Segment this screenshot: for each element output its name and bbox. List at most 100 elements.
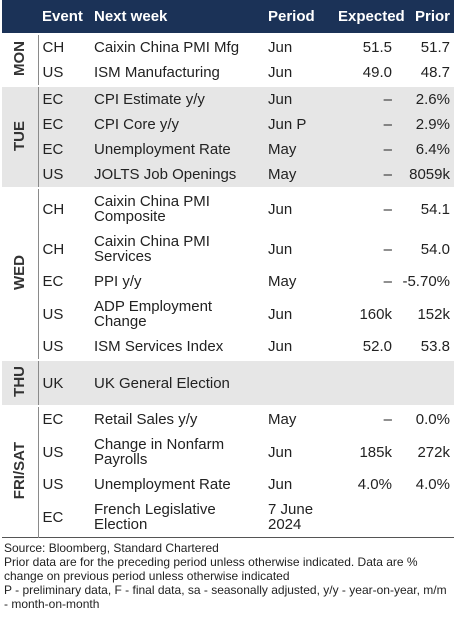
day-cell: MON: [2, 34, 39, 86]
expected: 49.0: [362, 64, 392, 81]
event-name: ISM Services Index: [94, 338, 224, 355]
prior: 4.0%: [415, 476, 450, 493]
period: [264, 360, 334, 406]
prior: 152k: [417, 305, 450, 323]
event-row: TUE EC CPI Estimate y/y Jun –2.6%: [2, 86, 454, 188]
period: Jun: [264, 86, 334, 112]
expected: 4.0%: [357, 476, 392, 493]
calendar-table: Event Next week Period Expected Prior MON CH C…: [2, 0, 454, 538]
period: Jun: [268, 476, 293, 493]
event-row: EC French Legislative Election 7 June 2024: [2, 497, 454, 538]
day-label: WED: [11, 255, 29, 290]
expected: –: [383, 200, 392, 218]
event-name: Caixin China PMI Composite: [94, 193, 210, 225]
header-corner: [2, 0, 38, 34]
region: EC: [42, 273, 64, 290]
event-header: Event: [38, 0, 90, 34]
prior: 2.9%: [396, 112, 454, 137]
day-cell: THU: [2, 360, 39, 406]
name-header: Next week: [90, 0, 264, 34]
event-name: French Legislative Election: [94, 501, 216, 533]
prior: 54.1: [420, 200, 450, 218]
footnotes: Source: Bloomberg, Standard Chartered Pri…: [2, 538, 454, 611]
event-row: US JOLTS Job Openings May –8059k: [2, 162, 454, 188]
event-name: Change in Nonfarm Payrolls: [94, 436, 225, 468]
expected: –: [334, 137, 396, 162]
event-row: US Change in Nonfarm Payrolls Jun 185k 272k: [2, 432, 454, 472]
event-row: MON CH Caixin China PMI Mfg Jun 51.5 51.7: [2, 34, 454, 86]
event-name: ADP Employment Change: [94, 298, 213, 330]
expected-header: Expected: [334, 0, 405, 34]
period: Jun: [268, 64, 293, 81]
footnote: Prior data are for the preceding period …: [4, 555, 418, 583]
period: Jun: [268, 338, 293, 355]
prior: 6.4%: [396, 137, 454, 162]
region: CH: [42, 240, 65, 258]
prior: -5.70%: [402, 273, 450, 290]
expected: [334, 497, 396, 538]
region: US: [42, 338, 64, 355]
prior: 0.0%: [415, 411, 450, 428]
event-row: EC PPI y/y May – -5.70%: [2, 269, 454, 294]
period: Jun: [268, 240, 293, 258]
expected: 51.5: [362, 39, 392, 56]
prior: 53.8: [420, 338, 450, 355]
prior-header: Prior: [396, 0, 454, 34]
prior: 54.0: [420, 240, 450, 258]
period-header: Period: [264, 0, 334, 34]
region: US: [42, 305, 64, 323]
event-name: Unemployment Rate: [90, 137, 264, 162]
footnote: P - preliminary data, F - final data, sa…: [4, 583, 447, 611]
prior: 272k: [417, 443, 450, 461]
period: Jun P: [264, 112, 334, 137]
period: Jun: [268, 200, 293, 218]
region: EC: [42, 508, 64, 526]
day-group: TUE EC CPI Estimate y/y Jun –2.6% EC CPI Core …: [2, 86, 454, 188]
period: May: [268, 411, 297, 428]
period: Jun: [268, 39, 293, 56]
day-group: WED CH Caixin China PMI Composite Jun – 54.1 C…: [2, 188, 454, 360]
period: May: [268, 273, 297, 290]
day-label: THU: [11, 366, 29, 397]
expected: –: [334, 86, 396, 112]
expected: 52.0: [362, 338, 392, 355]
day-cell: FRI/SAT: [2, 406, 39, 538]
day-group: MON CH Caixin China PMI Mfg Jun 51.5 51.7 US IS…: [2, 34, 454, 86]
expected: –: [334, 112, 396, 137]
day-group: THU UK UK General Election: [2, 360, 454, 406]
region: US: [42, 64, 64, 81]
region: EC: [38, 86, 90, 112]
expected: –: [383, 411, 392, 428]
event-name: CPI Core y/y: [90, 112, 264, 137]
prior: 48.7: [420, 64, 450, 81]
expected: 185k: [359, 443, 392, 461]
period: Jun: [268, 443, 293, 461]
period: 7 June 2024: [268, 501, 314, 533]
event-row: US ISM Manufacturing Jun 49.0 48.7: [2, 60, 454, 86]
region: CH: [42, 39, 65, 56]
region: US: [42, 443, 64, 461]
day-group: FRI/SAT EC Retail Sales y/y May – 0.0% US Chang…: [2, 406, 454, 538]
event-name: Caixin China PMI Services: [94, 233, 210, 265]
expected: [334, 360, 396, 406]
event-name: CPI Estimate y/y: [90, 86, 264, 112]
event-name: PPI y/y: [94, 273, 142, 290]
day-label: MON: [11, 41, 29, 76]
day-cell: WED: [2, 188, 39, 360]
expected: –: [383, 240, 392, 258]
region: EC: [38, 112, 90, 137]
expected: –: [334, 162, 396, 188]
event-row: FRI/SAT EC Retail Sales y/y May – 0.0%: [2, 406, 454, 538]
region: UK: [38, 360, 90, 406]
day-label: FRI/SAT: [11, 441, 29, 500]
event-row: EC Unemployment Rate May –6.4%: [2, 137, 454, 162]
expected: –: [383, 273, 392, 290]
day-label: TUE: [11, 120, 29, 151]
event-name: UK General Election: [90, 360, 264, 406]
event-name: Unemployment Rate: [94, 476, 231, 493]
event-name: ISM Manufacturing: [94, 64, 220, 81]
table-wrap: Event Next week Period Expected Prior MON CH C…: [2, 0, 454, 611]
event-name: JOLTS Job Openings: [90, 162, 264, 188]
prior: 2.6%: [396, 86, 454, 112]
